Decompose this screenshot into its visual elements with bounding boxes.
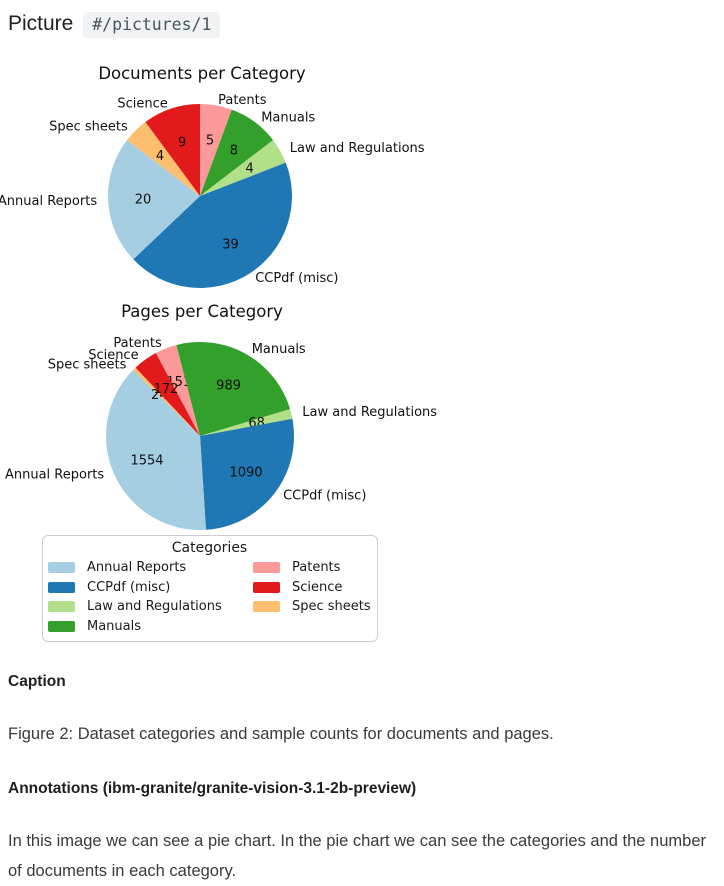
legend-swatch (253, 581, 280, 593)
pie-category-label: Science (117, 96, 167, 111)
legend-label: Science (292, 579, 343, 595)
picture-ref-code: #/pictures/1 (83, 12, 221, 38)
pie-slice (133, 367, 200, 436)
pie-value-label: 39 (222, 238, 239, 253)
pie-category-label: Manuals (252, 342, 306, 357)
pie-value-label: 20 (135, 193, 152, 208)
pie-category-label: Manuals (261, 110, 315, 125)
legend-swatch (48, 620, 75, 632)
page-header: Picture #/pictures/1 (8, 10, 716, 38)
legend-item: Science (253, 580, 371, 595)
pie-title: Documents per Category (98, 64, 306, 83)
caption-heading: Caption (8, 673, 66, 690)
page-title: Picture (8, 12, 74, 35)
legend-item: CCPdf (misc) (48, 580, 253, 595)
pages-pie-chart: Pages per Category151Patents989Manuals68… (5, 302, 437, 530)
legend-swatch (48, 601, 75, 613)
legend-item: Spec sheets (253, 599, 371, 614)
pie-slice (200, 109, 274, 196)
legend-label: CCPdf (misc) (87, 579, 171, 595)
pie-value-label: 1090 (229, 465, 262, 480)
legend-item: Manuals (48, 619, 253, 634)
pie-slice (105, 370, 206, 530)
caption-text: Figure 2: Dataset categories and sample … (8, 725, 554, 743)
legend-swatch (253, 601, 280, 613)
pie-slice (133, 162, 292, 288)
legend-label: Spec sheets (292, 599, 371, 615)
pie-slice (126, 121, 200, 196)
pie-category-label: Patents (113, 336, 162, 351)
pie-value-label: 4 (246, 162, 254, 177)
pie-category-label: Law and Regulations (302, 405, 437, 420)
pie-slice (155, 345, 200, 436)
legend-item: Law and Regulations (48, 599, 253, 614)
legend-item: Annual Reports (48, 560, 253, 575)
pie-category-label: Spec sheets (48, 358, 127, 373)
pie-category-label: Spec sheets (49, 119, 128, 134)
legend-swatch (253, 562, 280, 574)
legend-items: Annual Reports CCPdf (misc) Law and Regula… (48, 558, 371, 636)
pie-value-label: 5 (206, 133, 214, 148)
pie-slice (200, 140, 286, 196)
legend-item: Patents (253, 560, 371, 575)
pie-slice (145, 104, 200, 196)
legend-swatch (48, 562, 75, 574)
chart-legend: Categories Annual Reports CCPdf (misc) Law… (42, 535, 378, 642)
pie-value-label: 4 (156, 149, 164, 164)
pie-slice (200, 409, 293, 436)
legend-label: Patents (292, 560, 341, 576)
pie-charts-figure: Documents per Category 5 Patents 8 Manuals 4 L… (0, 62, 460, 642)
pie-category-label: CCPdf (misc) (255, 271, 338, 286)
pie-charts-canvas: Documents per Category 5 Patents 8 Manuals 4 L… (0, 64, 437, 530)
pie-category-label: CCPdf (misc) (283, 489, 366, 504)
pie-category-label: Patents (218, 93, 267, 108)
legend-label: Manuals (87, 618, 142, 634)
annotations-heading: Annotations (ibm-granite/granite-vision-… (8, 780, 417, 797)
pie-title: Pages per Category (121, 302, 283, 321)
pie-value-label: 989 (216, 379, 241, 394)
pie-slice (200, 418, 295, 530)
legend-swatch (48, 581, 75, 593)
pie-category-label: Law and Regulations (290, 141, 425, 156)
pie-value-label: 172 (154, 382, 179, 397)
annotations-text: In this image we can see a pie chart. In… (8, 832, 706, 880)
pie-category-label: Science (88, 348, 138, 363)
pie-slice (108, 140, 200, 260)
pie-slice (200, 104, 232, 196)
pie-value-label: 8 (230, 144, 238, 159)
pie-value-label: 9 (178, 135, 186, 150)
legend-label: Law and Regulations (87, 599, 222, 615)
pie-slice (176, 341, 291, 436)
legend-label: Annual Reports (87, 560, 187, 576)
pie-value-label: 1554 (130, 454, 163, 469)
documents-pie-chart: Documents per Category 5 Patents 8 Manuals 4 L… (0, 64, 425, 288)
pie-category-label: Annual Reports (0, 194, 97, 209)
legend-title: Categories (171, 540, 248, 556)
pie-slice (135, 353, 200, 436)
pie-category-label: Annual Reports (5, 468, 104, 483)
